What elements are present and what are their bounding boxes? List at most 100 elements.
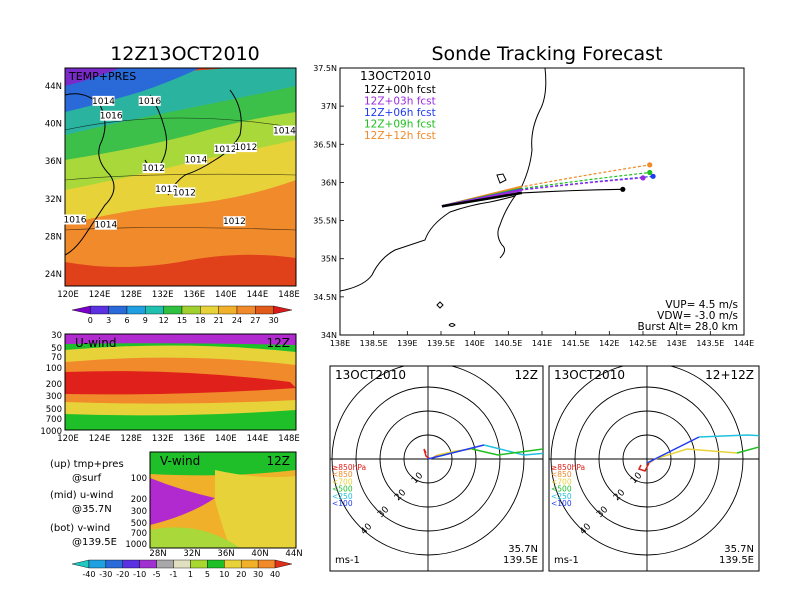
wind-colorbar-swatch [274,559,293,569]
wind-colorbar-label: 20 [236,570,246,579]
hodo-legend-item: ≥850hPa [551,463,585,472]
wind-colorbar-swatch [71,559,90,569]
track-x-tick-label: 141.5E [562,339,590,348]
track-end-dot-0 [620,186,626,192]
hodo-segment [427,444,485,460]
hodo-legend-item: <700 [332,477,353,486]
temp-colorbar-label: 6 [124,316,129,325]
track-line-4 [441,164,650,207]
u-y-tick-label: 300 [46,392,62,402]
track-x-tick-label: 142E [599,339,619,348]
v-wind-section: V-wind 12Z 28N 32N 36N 40N 44N 100 200 300 5007… [125,451,303,559]
wind-colorbar-label: -40 [82,570,95,579]
forecast-tracks [441,162,656,208]
track-y-ticks: 34N 34.5N 35N 35.5N 36N 36.5N 37N 37.5N [313,64,344,340]
track-date: 13OCT2010 [360,69,431,83]
pressure-label-bg [173,187,196,198]
pressure-label-bg [100,110,123,121]
u-wind-section: U-wind 12Z 120E 124E 128E 132E 136E 140E 144E 1… [40,331,299,444]
v-x-tick-label: 44N [285,549,302,559]
map-x-tick-label: 136E [183,290,205,300]
hodo-legend-item: <250 [551,492,572,501]
pressure-label: 1016 [138,97,161,107]
pressure-label-bg [214,143,237,154]
v-x-tick-label: 40N [251,549,268,559]
u-y-tick-label: 1000 [40,427,62,437]
temp-colorbar-swatch [145,305,164,315]
v-label: V-wind [160,454,200,468]
u-y-tick-label: 50 [51,344,62,354]
temp-colorbar-label: 12 [159,316,169,325]
izu-island-2 [448,323,456,327]
pressure-label: 1014 [94,221,117,231]
map-x-tick-label: 128E [120,290,142,300]
map-x-tick-label: 140E [215,290,237,300]
note-line1: (mid) u-wind [50,490,113,501]
pressure-label-bg [92,95,115,106]
pressure-label-bg [234,142,257,153]
lake-kasumigaura [496,173,507,184]
wind-colorbar-swatch [139,559,157,569]
wind-colorbar-swatch [88,559,107,569]
note-line2: @139.5E [72,537,117,548]
v-band-lightgreen [150,527,240,548]
pressure-label-bg [94,219,117,230]
pressure-label-bg [223,216,246,227]
track-x-tick-label: 139E [397,339,417,348]
map-y-tick-label: 36N [45,157,62,167]
track-x-tick-label: 138.5E [360,339,388,348]
u-y-tick-label: 500 [46,405,62,415]
v-x-tick-label: 36N [217,549,234,559]
v-band-yellow [215,470,296,548]
u-y-tick-label: 100 [46,364,62,374]
wind-colorbar-swatch [257,559,276,569]
hodo-legend-item: <850 [551,470,572,479]
wind-colorbar-label: 40 [270,570,280,579]
track-end-dot-3 [647,169,653,176]
map-y-tick-label: 40N [45,120,62,130]
wind-colorbar-swatch [122,559,140,569]
map-x-tick-label: 124E [89,290,111,300]
track-ascent-0 [441,191,523,208]
u-band-red [65,371,296,395]
temp-colorbar-label: 21 [214,316,224,325]
temp-colorbar-label: 27 [250,316,260,325]
map-x-tick-label: 148E [278,290,300,300]
hodo-date: 13OCT2010 [554,368,625,382]
pressure-label: 1012 [155,185,178,195]
hodo-segment [637,462,650,472]
wind-colorbar-label: 10 [219,570,229,579]
wind-colorbar-label: -1 [170,570,178,579]
hodo-lon: 139.5E [719,555,754,566]
wind-colorbar-label: -20 [116,570,129,579]
map-x-ticks: 120E 124E 128E 132E 136E 140E 144E 148E [57,290,300,300]
temp-colorbar-label: 18 [195,316,205,325]
hodo-segment [654,448,738,460]
hodo-frame [548,365,760,572]
hodo-segment [483,444,543,456]
track-x-tick-label: 138E [330,339,350,348]
isobars [65,117,296,231]
wind-colorbar-label: -30 [99,570,112,579]
pressure-label-bg [142,163,165,174]
v-x-tick-label: 28N [149,549,166,559]
hodo-time: 12+12Z [705,368,754,382]
map-y-tick-label: 44N [45,82,62,92]
track-x-tick-label: 140E [465,339,485,348]
hodo-unit: ms-1 [554,555,579,566]
map-label: TEMP+PRES [68,70,136,83]
v-x-tick-label: 32N [183,549,200,559]
wind-colorbar-label: 1 [188,570,193,579]
left-title: 12Z13OCT2010 [110,43,260,65]
v-y-tick-label: 1000 [125,540,147,550]
track-param: Burst Alt= 28.0 km [638,321,738,333]
map-x-tick-label: 144E [247,290,269,300]
pressure-label-bg [64,214,87,225]
track-y-tick-label: 35.5N [313,217,337,226]
temp-colorbar-swatch [163,305,183,315]
pressure-label: 1014 [184,155,207,165]
